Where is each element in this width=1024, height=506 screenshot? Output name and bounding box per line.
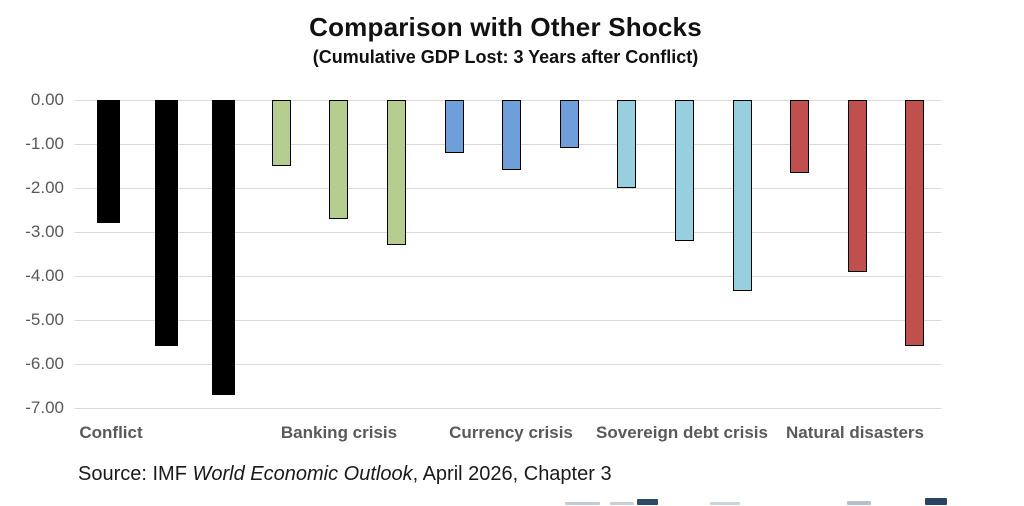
bar-currency-crisis-2 [502,100,522,171]
bar-currency-crisis-3 [559,100,579,149]
category-label-banking-crisis: Banking crisis [280,423,398,442]
gridline [75,408,941,409]
category-label-conflict: Conflict [79,423,143,442]
bottom-edge-artifact [637,499,658,505]
category-label-sovereign-debt-crisis: Sovereign debt crisis [596,423,768,442]
bar-conflict-2 [154,100,178,347]
gridline [75,364,941,365]
bottom-edge-artifact [610,502,634,505]
gridline [75,320,941,321]
bottom-edge-artifact [847,501,871,505]
source-prefix: Source: IMF [78,463,193,485]
plot-area [75,100,941,409]
source-italic: World Economic Outlook [192,463,413,485]
bar-conflict-3 [212,100,236,395]
y-tick-label: 0.00 [30,90,64,109]
y-tick-label: -5.00 [25,310,64,329]
bottom-edge-artifact [925,498,947,505]
bar-currency-crisis-1 [444,100,464,153]
category-label-natural-disasters: Natural disasters [786,423,924,442]
bottom-edge-artifact [710,502,740,505]
bar-banking-crisis-1 [271,100,291,166]
bar-sovereign-debt-crisis-3 [732,100,752,292]
gridline [75,188,941,189]
bar-conflict-1 [97,100,120,224]
y-tick-label: -4.00 [25,266,64,285]
bar-natural-disasters-2 [847,100,867,272]
y-tick-label: -3.00 [25,222,64,241]
bar-natural-disasters-3 [905,100,925,347]
bar-sovereign-debt-crisis-1 [617,100,637,188]
source-note: Source: IMF World Economic Outlook, Apri… [78,463,612,486]
chart-title: Comparison with Other Shocks [309,12,702,42]
gridline [75,276,941,277]
bottom-edge-artifact [565,502,600,505]
gridline [75,232,941,233]
bar-natural-disasters-1 [790,100,810,173]
y-tick-label: -2.00 [25,178,64,197]
y-tick-label: -1.00 [25,134,64,153]
y-tick-label: -6.00 [25,354,64,373]
chart-subtitle: (Cumulative GDP Lost: 3 Years after Conf… [312,47,699,67]
category-label-currency-crisis: Currency crisis [449,423,573,442]
bar-banking-crisis-3 [387,100,406,246]
bar-banking-crisis-2 [329,100,349,219]
source-suffix: , April 2026, Chapter 3 [412,463,612,485]
y-tick-label: -7.00 [25,398,64,417]
bar-sovereign-debt-crisis-2 [675,100,694,241]
